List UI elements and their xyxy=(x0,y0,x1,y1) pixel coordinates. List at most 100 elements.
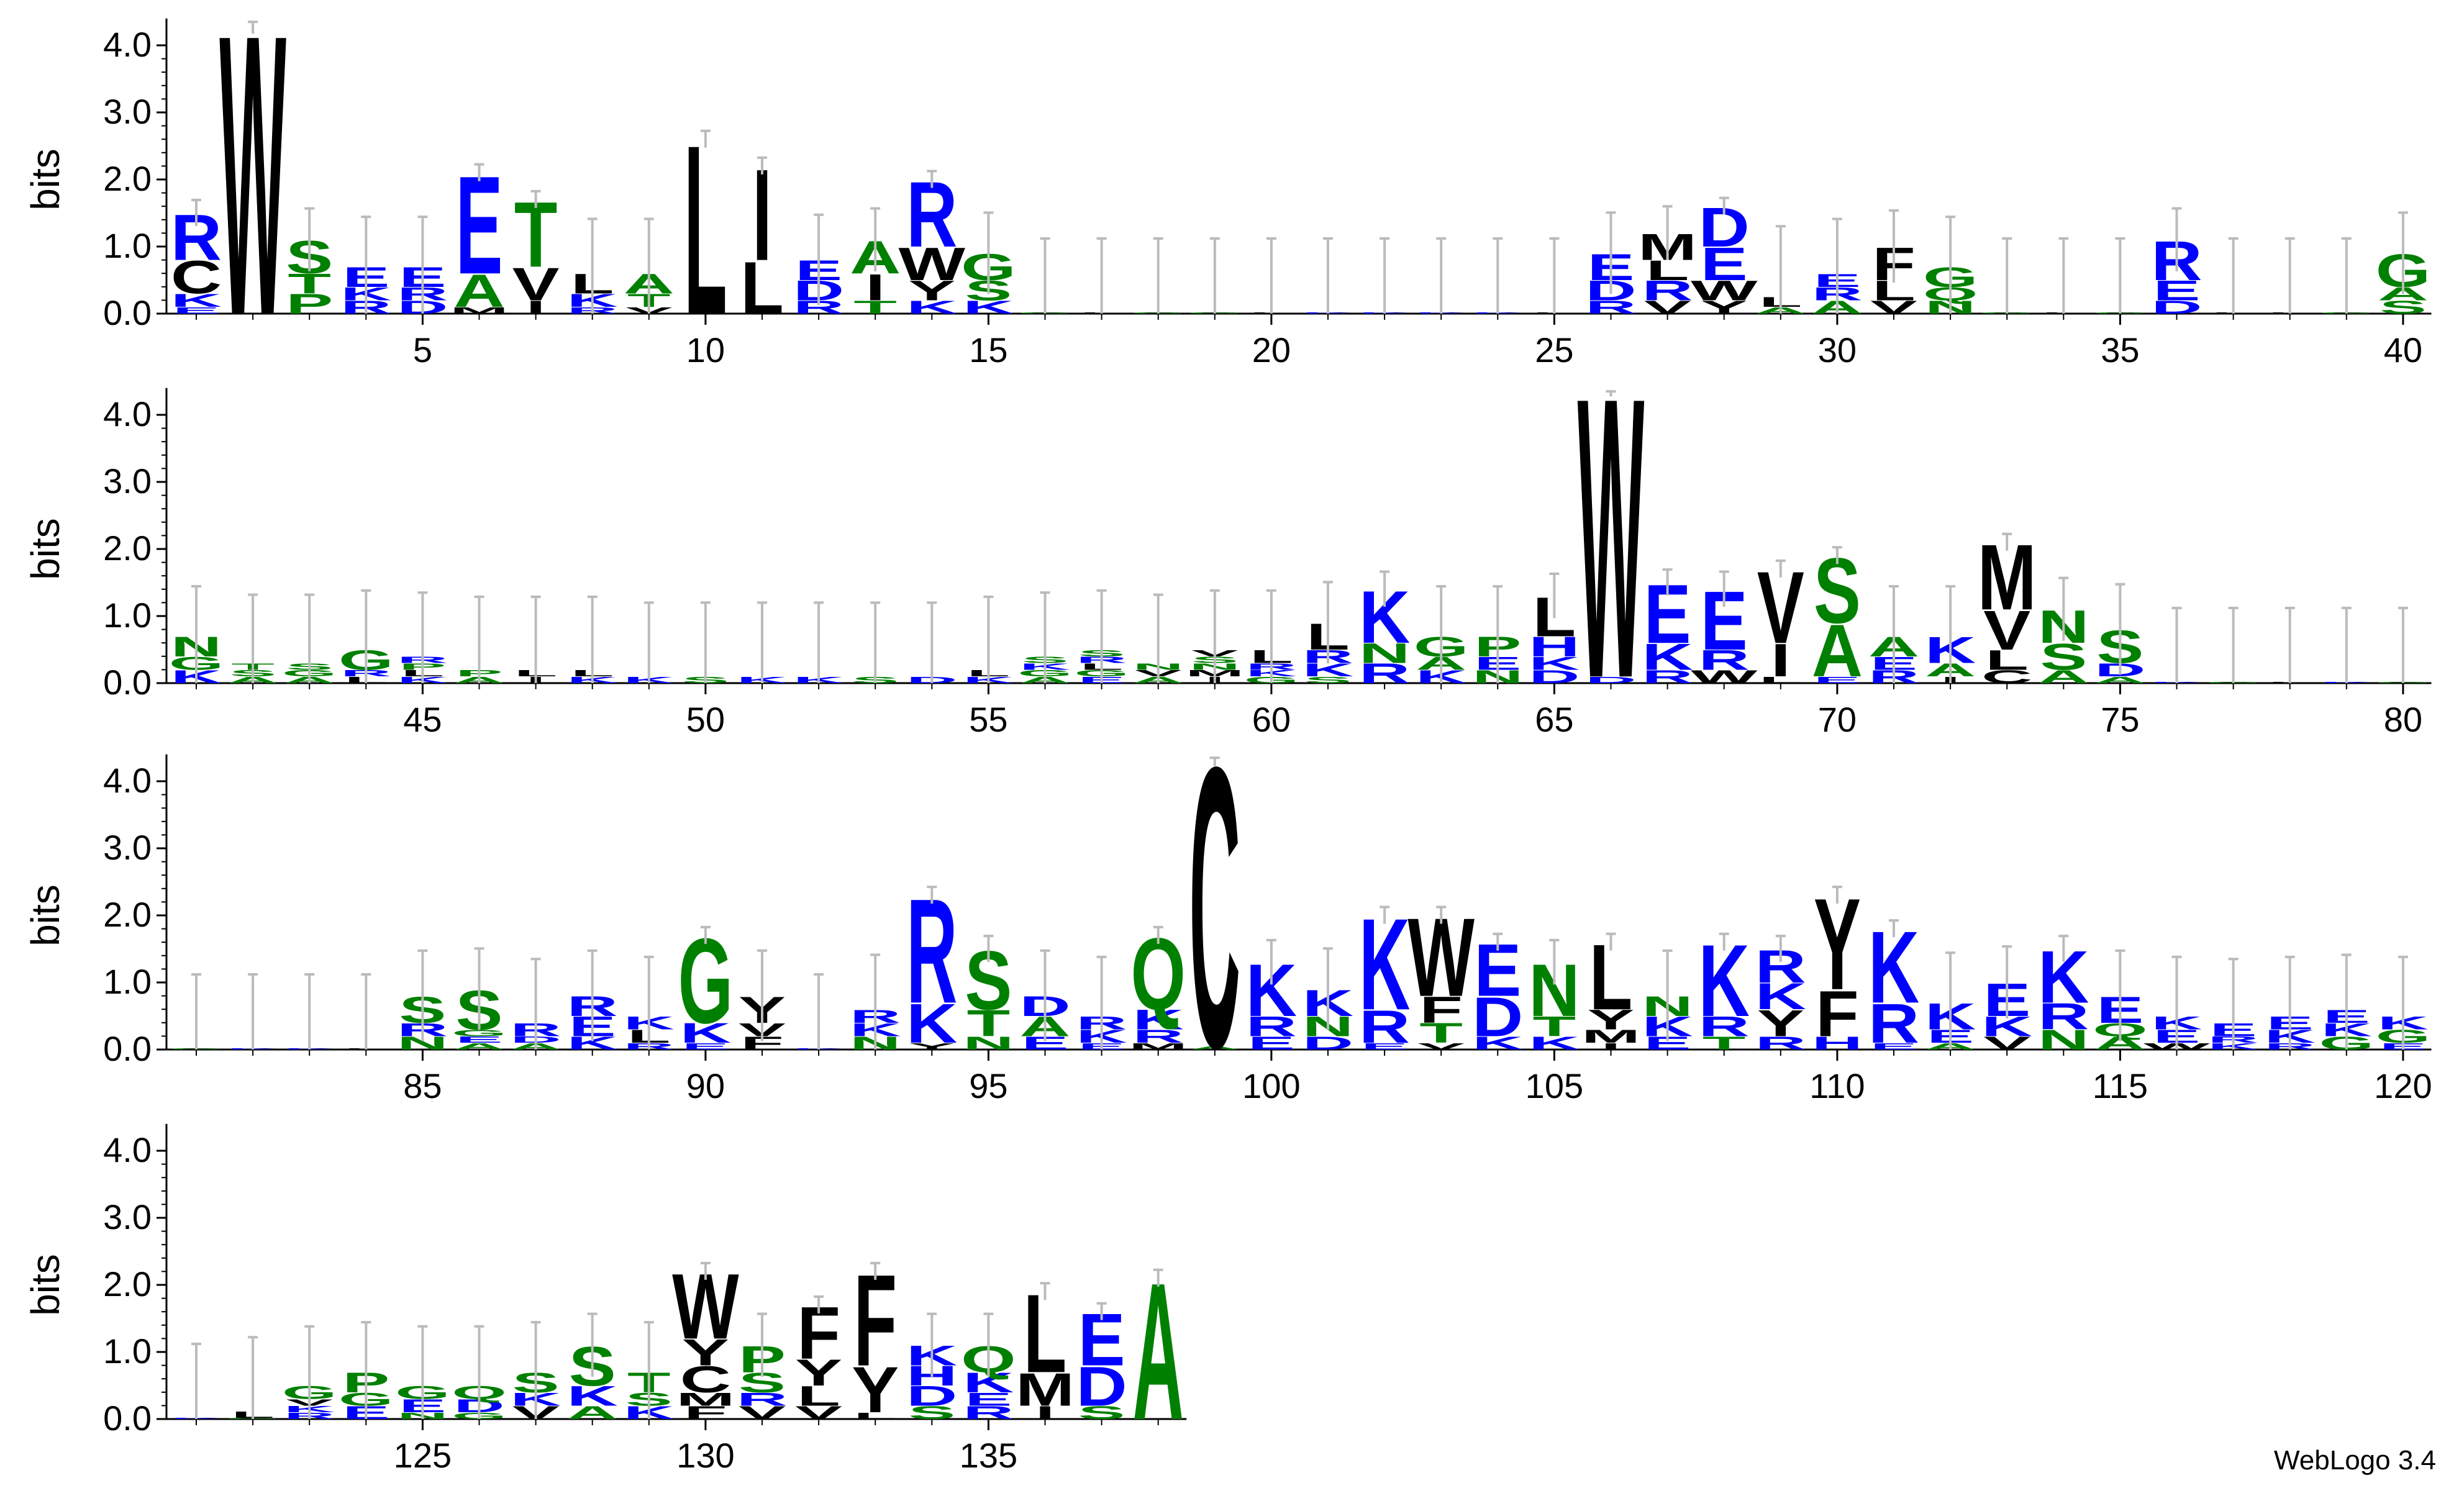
x-tick-label: 45 xyxy=(403,700,442,739)
logo-letter-R: R xyxy=(1642,275,1693,306)
x-tick-label: 5 xyxy=(413,330,432,370)
y-tick-label: 1.0 xyxy=(103,596,152,635)
logo-letter-M: M xyxy=(1016,1364,1075,1416)
y-tick-label: 2.0 xyxy=(103,159,152,198)
x-tick-label: 40 xyxy=(2384,330,2422,370)
logo-letter-K: K xyxy=(906,992,957,1055)
logo-letter-A: A xyxy=(1812,609,1863,692)
logo-letter-E: E xyxy=(1870,1041,1917,1052)
logo-letter-M: M xyxy=(1581,1026,1640,1047)
x-tick-label: 55 xyxy=(969,700,1007,739)
y-tick-label: 4.0 xyxy=(103,761,152,800)
y-tick-label: 4.0 xyxy=(103,25,152,64)
logo-letter-T: T xyxy=(1419,1018,1463,1049)
logo-letter-E: E xyxy=(456,1035,503,1045)
x-tick-label: 20 xyxy=(1252,330,1291,370)
logo-letter-Y: Y xyxy=(795,1353,842,1394)
logo-letter-F: F xyxy=(684,1402,727,1423)
logo-letter-V: V xyxy=(1417,1041,1465,1052)
logo-letter-E: E xyxy=(1701,238,1748,290)
logo-letter-K: K xyxy=(1642,637,1693,678)
logo-letter-C: C xyxy=(171,252,222,304)
logo-letter-Y: Y xyxy=(908,1041,955,1052)
x-tick-label: 135 xyxy=(960,1436,1017,1475)
logo-letter-K: K xyxy=(567,1381,618,1412)
logo-letter-N: N xyxy=(1359,638,1410,669)
logo-letter-I: I xyxy=(865,267,885,309)
logo-letter-R: R xyxy=(1699,1011,1750,1042)
logo-letter-L: L xyxy=(740,246,784,329)
logo-letter-R: R xyxy=(1755,1033,1806,1054)
logo-letter-E: E xyxy=(1248,1033,1295,1054)
logo-letter-R: R xyxy=(1868,992,1919,1055)
logo-letter-K: K xyxy=(171,290,222,311)
logo-letter-E: E xyxy=(1814,675,1861,686)
logo-letter-A: A xyxy=(453,265,504,317)
x-tick-label: 70 xyxy=(1818,700,1857,739)
logo-letter-K: K xyxy=(906,297,957,318)
logo-letter-G: G xyxy=(452,1028,507,1038)
logo-letter-D: D xyxy=(2151,297,2202,318)
logo-letter-W: W xyxy=(1691,275,1758,306)
y-tick-label: 3.0 xyxy=(103,461,152,501)
x-tick-label: 105 xyxy=(1525,1066,1583,1105)
x-tick-label: 30 xyxy=(1818,330,1857,370)
logo-letter-V: V xyxy=(1870,297,1917,318)
x-tick-label: 120 xyxy=(2374,1066,2432,1105)
logo-letter-D: D xyxy=(1585,675,1636,686)
logo-letter-S: S xyxy=(2040,637,2087,678)
y-tick-label: 4.0 xyxy=(103,394,152,433)
logo-letter-H: H xyxy=(1812,1033,1863,1054)
y-axis-label: bits xyxy=(23,1254,68,1316)
logo-letter-W: W xyxy=(899,238,965,290)
logo-letter-A: A xyxy=(567,1402,618,1423)
logo-letter-V: V xyxy=(1644,297,1691,318)
logo-letter-I: I xyxy=(1771,635,1791,686)
x-tick-label: 100 xyxy=(1242,1066,1300,1105)
logo-letter-T: T xyxy=(1533,1011,1576,1042)
logo-letter-R: R xyxy=(963,1402,1014,1423)
logo-letter-P: P xyxy=(286,289,333,320)
logo-letter-W: W xyxy=(219,0,287,399)
logo-letter-I: I xyxy=(526,297,546,318)
logo-letter-V: V xyxy=(1983,1033,2030,1054)
logo-letter-C: C xyxy=(680,1359,731,1400)
x-tick-label: 85 xyxy=(403,1066,442,1105)
logo-letter-A: A xyxy=(2094,675,2145,686)
logo-letter-D: D xyxy=(1076,1355,1127,1418)
logo-letter-L: L xyxy=(853,1411,897,1422)
logo-letter-S: S xyxy=(1078,1402,1125,1423)
logo-letter-E: E xyxy=(965,1389,1012,1410)
x-tick-label: 65 xyxy=(1535,700,1573,739)
x-tick-label: 80 xyxy=(2384,700,2422,739)
logo-letter-T: T xyxy=(1703,1033,1746,1054)
logo-letter-R: R xyxy=(1133,1026,1184,1047)
x-tick-label: 10 xyxy=(686,330,725,370)
logo-letter-K: K xyxy=(1755,976,1806,1018)
logo-letter-C: C xyxy=(1981,666,2032,687)
y-tick-label: 3.0 xyxy=(103,1197,152,1236)
x-tick-label: 35 xyxy=(2101,330,2139,370)
logo-row-4: bits0.01.02.03.04.0KGLRKVGEGP125NEGGDQVK… xyxy=(23,1123,1187,1475)
y-tick-label: 3.0 xyxy=(103,828,152,867)
y-tick-label: 1.0 xyxy=(103,962,152,1001)
logo-letter-F: F xyxy=(1419,989,1463,1031)
logo-letter-S: S xyxy=(908,1402,955,1423)
logo-letter-R: R xyxy=(1699,645,1750,676)
x-tick-label: 125 xyxy=(394,1436,452,1475)
logo-letter-R: R xyxy=(1359,658,1410,689)
logo-letter-H: H xyxy=(1529,632,1580,663)
logo-letter-D: D xyxy=(1529,666,1580,687)
logo-letter-R: R xyxy=(737,1389,788,1410)
logo-letter-Y: Y xyxy=(908,275,955,306)
logo-letter-Y: Y xyxy=(1757,1003,1804,1045)
y-tick-label: 3.0 xyxy=(103,92,152,131)
logo-letter-M: M xyxy=(676,1389,735,1410)
logo-letter-N: N xyxy=(963,1033,1014,1054)
logo-letter-L: L xyxy=(797,1381,840,1412)
logo-letter-C: C xyxy=(1189,684,1240,1131)
logo-letter-R: R xyxy=(1585,297,1636,318)
logo-letter-K: K xyxy=(680,1018,731,1049)
